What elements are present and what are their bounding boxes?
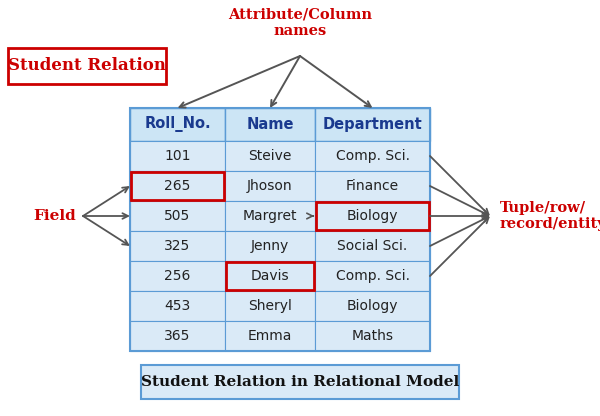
Bar [316, 202, 429, 230]
Bar [315, 291, 430, 321]
Bar [130, 141, 225, 171]
Text: Finance: Finance [346, 179, 399, 193]
Bar [225, 171, 315, 201]
Text: Jenny: Jenny [251, 239, 289, 253]
Bar [130, 201, 225, 231]
Bar [315, 231, 430, 261]
Bar [315, 261, 430, 291]
Bar [141, 365, 459, 399]
Text: 365: 365 [164, 329, 191, 343]
Text: 325: 325 [164, 239, 191, 253]
Text: Comp. Sci.: Comp. Sci. [335, 149, 409, 163]
Text: 256: 256 [164, 269, 191, 283]
Text: Name: Name [246, 117, 294, 132]
Bar [131, 172, 224, 200]
Bar [8, 48, 166, 84]
Bar [130, 291, 225, 321]
Text: Comp. Sci.: Comp. Sci. [335, 269, 409, 283]
Text: Tuple/row/
record/entity: Tuple/row/ record/entity [500, 201, 600, 231]
Text: Emma: Emma [248, 329, 292, 343]
Bar [315, 108, 430, 141]
Bar [226, 262, 314, 290]
Text: Attribute/Column
names: Attribute/Column names [228, 8, 372, 38]
Bar [130, 231, 225, 261]
Bar [315, 201, 430, 231]
Text: Biology: Biology [347, 299, 398, 313]
Bar [315, 171, 430, 201]
Text: Margret: Margret [243, 209, 297, 223]
Bar [130, 261, 225, 291]
Bar [315, 141, 430, 171]
Text: 453: 453 [164, 299, 191, 313]
Text: 505: 505 [164, 209, 191, 223]
Text: Roll_No.: Roll_No. [144, 116, 211, 133]
Bar [225, 261, 315, 291]
Text: Davis: Davis [251, 269, 289, 283]
Bar [225, 141, 315, 171]
Bar [130, 108, 430, 351]
Text: Student Relation: Student Relation [8, 57, 166, 74]
Text: Department: Department [323, 117, 422, 132]
Bar [225, 321, 315, 351]
Bar [225, 201, 315, 231]
Text: Field: Field [34, 209, 76, 223]
Text: Sheryl: Sheryl [248, 299, 292, 313]
Bar [225, 291, 315, 321]
Bar [130, 108, 225, 141]
Bar [225, 108, 315, 141]
Text: Student Relation in Relational Model: Student Relation in Relational Model [141, 375, 459, 389]
Text: Jhoson: Jhoson [247, 179, 293, 193]
Bar [130, 171, 225, 201]
Bar [315, 321, 430, 351]
Text: Maths: Maths [352, 329, 394, 343]
Text: Steive: Steive [248, 149, 292, 163]
Text: Social Sci.: Social Sci. [337, 239, 407, 253]
Bar [130, 321, 225, 351]
Text: 265: 265 [164, 179, 191, 193]
Bar [225, 231, 315, 261]
Text: Biology: Biology [347, 209, 398, 223]
Text: 101: 101 [164, 149, 191, 163]
